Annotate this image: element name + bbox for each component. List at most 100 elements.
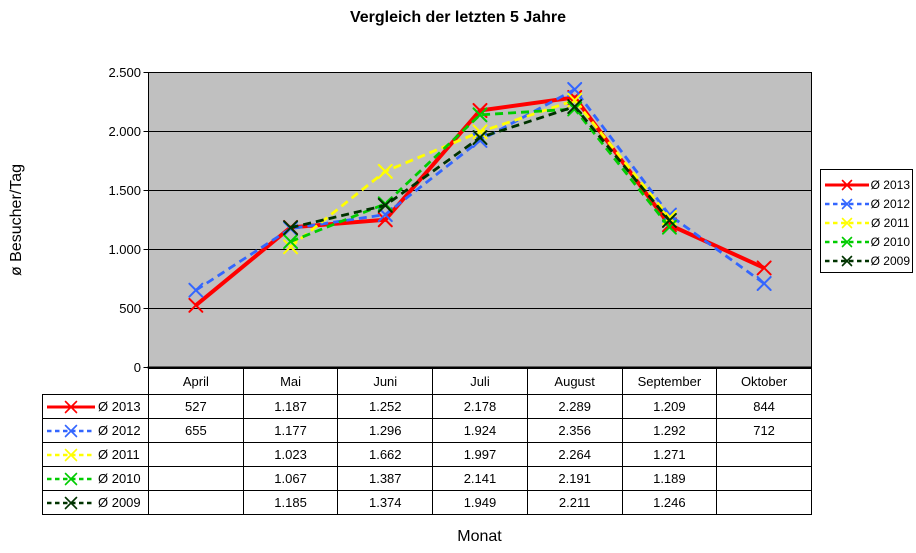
data-point-marker-2010 <box>472 107 488 123</box>
y-tick-label: 1.000 <box>108 241 141 257</box>
legend-label: Ø 2012 <box>870 196 910 211</box>
x-axis-title: Monat <box>457 528 502 545</box>
legend-item-2013: Ø 2013 <box>824 175 910 194</box>
value-cell: 1.662 <box>337 442 434 467</box>
month-header-cell: September <box>621 368 718 395</box>
series-key-line-icon <box>47 496 95 509</box>
plot-background <box>148 72 812 368</box>
y-tick-label: 2.000 <box>108 123 141 139</box>
series-key-cell: Ø 2010 <box>42 466 149 491</box>
key-marker-sample <box>64 400 78 413</box>
value-cell: 2.356 <box>526 418 623 443</box>
key-marker-sample <box>841 198 853 209</box>
series-line-2010 <box>290 107 671 243</box>
legend-item-2011: Ø 2011 <box>824 213 910 232</box>
value-cell <box>716 490 812 515</box>
y-tick-label: 1.500 <box>108 182 141 198</box>
legend-label: Ø 2009 <box>870 253 910 268</box>
value-cell: 1.177 <box>242 418 339 443</box>
table-corner-blank <box>43 369 149 395</box>
key-marker-sample <box>841 236 853 247</box>
legend-line-icon <box>825 217 869 228</box>
value-cell: 1.271 <box>621 442 718 467</box>
value-cell: 1.189 <box>621 466 718 491</box>
value-cell: 1.387 <box>337 466 434 491</box>
key-marker-sample <box>64 472 78 485</box>
table-row-2012: Ø 2012 655 1.177 1.296 1.924 2.356 1.292 712 <box>42 418 812 443</box>
series-key-sample: Ø 2010 <box>44 471 148 486</box>
series-key-line-icon <box>47 400 95 413</box>
chart-legend: Ø 2013 Ø 2012 Ø 2011 Ø 2010 Ø 2009 <box>820 169 913 273</box>
legend-line-icon <box>825 236 869 247</box>
series-key-line-icon <box>47 472 95 485</box>
legend-label: Ø 2011 <box>871 215 910 230</box>
value-cell: 1.374 <box>337 490 434 515</box>
series-key-cell: Ø 2013 <box>42 394 149 419</box>
month-header-cell: Juni <box>337 368 434 395</box>
table-row-2011: Ø 2011 1.023 1.662 1.997 2.264 1.271 <box>42 442 812 467</box>
value-cell: 2.211 <box>526 490 623 515</box>
data-point-marker-2013 <box>377 212 393 228</box>
legend-item-2009: Ø 2009 <box>824 251 910 270</box>
series-key-label: Ø 2011 <box>98 447 140 462</box>
data-point-marker-2009 <box>283 220 299 236</box>
data-point-marker-2011 <box>472 124 488 140</box>
legend-label: Ø 2010 <box>870 234 910 249</box>
data-point-marker-2012 <box>567 81 583 97</box>
data-point-marker-2009 <box>567 99 583 115</box>
month-header-cell: August <box>526 368 623 395</box>
series-key-sample: Ø 2012 <box>44 423 148 438</box>
y-tick-label: 500 <box>119 300 141 316</box>
key-marker-sample <box>841 179 853 190</box>
value-cell: 2.191 <box>526 466 623 491</box>
value-cell <box>716 442 812 467</box>
data-point-marker-2010 <box>567 101 583 117</box>
table-header-row: April Mai Juni Juli August September Oktober <box>43 368 812 395</box>
value-cell: 1.209 <box>621 394 718 419</box>
value-cell: 1.296 <box>337 418 434 443</box>
y-tick-label: 0 <box>133 359 141 375</box>
value-cell: 2.141 <box>432 466 528 491</box>
month-header-cell: Juli <box>432 368 528 395</box>
value-cell: 1.023 <box>242 442 339 467</box>
legend-line-icon <box>825 255 869 266</box>
data-point-marker-2009 <box>472 130 488 146</box>
value-cell: 655 <box>148 418 244 443</box>
key-marker-sample <box>64 496 78 509</box>
value-cell: 2.178 <box>432 394 528 419</box>
value-cell: 1.949 <box>432 490 528 515</box>
data-point-marker-2013 <box>756 260 772 276</box>
series-key-cell: Ø 2012 <box>42 418 149 443</box>
value-cell: 527 <box>148 394 244 419</box>
legend-line-icon <box>825 179 869 190</box>
value-cell: 1.997 <box>432 442 528 467</box>
series-key-label: Ø 2009 <box>98 495 141 510</box>
month-header-cell: Mai <box>242 368 339 395</box>
data-point-marker-2011 <box>283 239 299 255</box>
series-key-line-icon <box>47 424 95 437</box>
value-cell: 712 <box>716 418 812 443</box>
data-point-marker-2009 <box>661 212 677 228</box>
chart-data-table: April Mai Juni Juli August September Oktober Ø … <box>42 368 812 515</box>
value-cell <box>148 490 244 515</box>
legend-line-icon <box>825 198 869 209</box>
table-row-2010: Ø 2010 1.067 1.387 2.141 2.191 1.189 <box>42 466 812 491</box>
chart-title: Vergleich der letzten 5 Jahre <box>349 9 567 26</box>
value-cell <box>148 442 244 467</box>
value-cell: 2.264 <box>526 442 623 467</box>
series-key-label: Ø 2010 <box>98 471 141 486</box>
value-cell: 1.292 <box>621 418 718 443</box>
data-point-marker-2012 <box>756 275 772 291</box>
series-key-cell: Ø 2009 <box>42 490 149 515</box>
data-point-marker-2009 <box>377 197 393 213</box>
key-marker-sample <box>841 217 853 228</box>
legend-item-2010: Ø 2010 <box>824 232 910 251</box>
series-key-sample: Ø 2013 <box>44 399 148 414</box>
legend-label: Ø 2013 <box>870 177 910 192</box>
value-cell: 1.246 <box>621 490 718 515</box>
series-key-sample: Ø 2011 <box>44 447 148 462</box>
legend-item-2012: Ø 2012 <box>824 194 910 213</box>
key-marker-sample <box>841 255 853 266</box>
series-key-sample: Ø 2009 <box>44 495 148 510</box>
